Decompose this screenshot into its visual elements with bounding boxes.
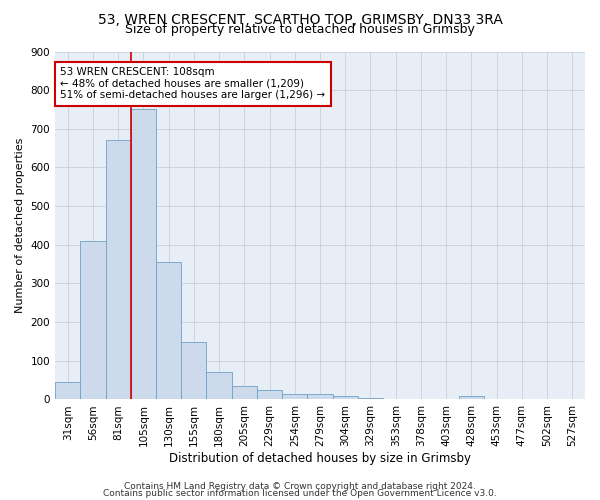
Bar bbox=[332, 396, 358, 400]
Bar bbox=[257, 390, 282, 400]
Text: Contains public sector information licensed under the Open Government Licence v3: Contains public sector information licen… bbox=[103, 489, 497, 498]
Text: 53 WREN CRESCENT: 108sqm
← 48% of detached houses are smaller (1,209)
51% of sem: 53 WREN CRESCENT: 108sqm ← 48% of detach… bbox=[61, 67, 325, 100]
Y-axis label: Number of detached properties: Number of detached properties bbox=[15, 138, 25, 313]
X-axis label: Distribution of detached houses by size in Grimsby: Distribution of detached houses by size … bbox=[169, 452, 471, 465]
Bar bbox=[55, 382, 80, 400]
Bar bbox=[307, 394, 332, 400]
Bar bbox=[156, 262, 181, 400]
Bar bbox=[131, 110, 156, 400]
Bar bbox=[206, 372, 232, 400]
Bar bbox=[459, 396, 484, 400]
Bar bbox=[282, 394, 307, 400]
Bar bbox=[358, 398, 383, 400]
Text: Contains HM Land Registry data © Crown copyright and database right 2024.: Contains HM Land Registry data © Crown c… bbox=[124, 482, 476, 491]
Bar bbox=[232, 386, 257, 400]
Bar bbox=[409, 398, 434, 400]
Bar bbox=[106, 140, 131, 400]
Bar bbox=[80, 241, 106, 400]
Bar bbox=[181, 342, 206, 400]
Text: 53, WREN CRESCENT, SCARTHO TOP, GRIMSBY, DN33 3RA: 53, WREN CRESCENT, SCARTHO TOP, GRIMSBY,… bbox=[98, 12, 502, 26]
Text: Size of property relative to detached houses in Grimsby: Size of property relative to detached ho… bbox=[125, 22, 475, 36]
